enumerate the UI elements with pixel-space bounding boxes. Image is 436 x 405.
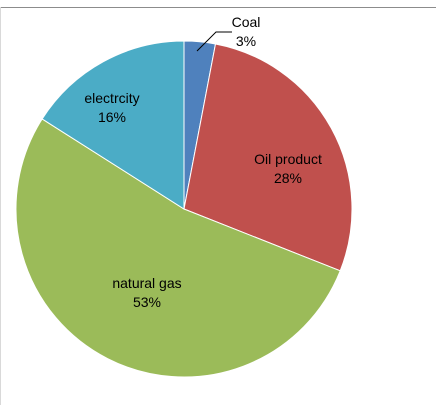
pie-slice-natural-gas xyxy=(15,118,341,378)
slice-label-oil-product: Oil product xyxy=(254,151,322,167)
pie-slice-oil-product xyxy=(183,43,353,272)
slice-value-coal: 3% xyxy=(236,33,256,49)
chart-left-border xyxy=(0,7,1,405)
slice-value-electrcity: 16% xyxy=(98,109,126,125)
chart-top-border xyxy=(0,7,436,8)
slice-value-natural-gas: 53% xyxy=(133,294,161,310)
slice-value-oil-product: 28% xyxy=(274,170,302,186)
slice-label-coal: Coal xyxy=(232,14,261,30)
slice-label-electrcity: electrcity xyxy=(84,90,139,106)
leader-line-coal xyxy=(196,31,232,52)
pie-labels: Coal 3% Oil product 28% natural gas 53% electr… xyxy=(84,14,322,310)
pie-slices xyxy=(15,40,353,378)
slice-label-natural-gas: natural gas xyxy=(112,275,181,291)
pie-slice-electrcity xyxy=(41,40,185,210)
